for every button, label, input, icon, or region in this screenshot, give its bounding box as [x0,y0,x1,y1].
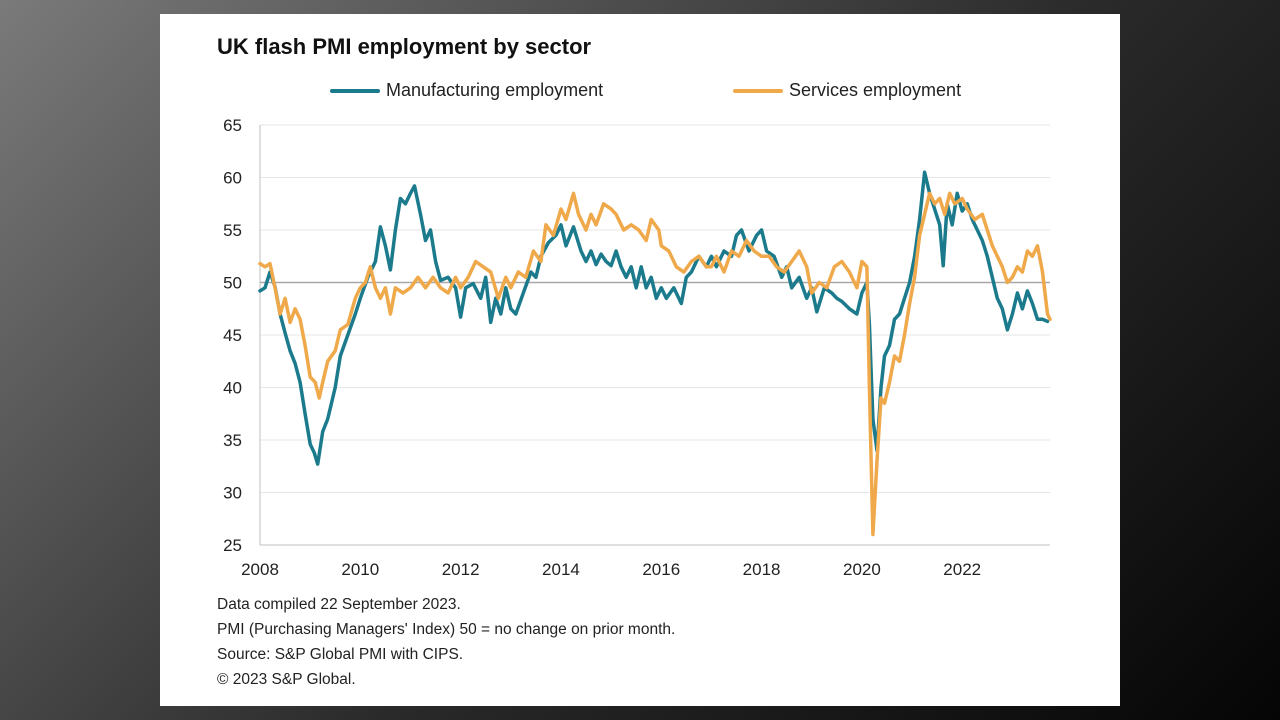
legend-item-services: Services employment [733,80,961,101]
x-tick-label: 2018 [743,560,781,579]
y-tick-label: 60 [223,169,242,188]
y-tick-label: 55 [223,221,242,240]
y-tick-label: 30 [223,484,242,503]
x-tick-label: 2010 [341,560,379,579]
x-tick-label: 2008 [241,560,279,579]
legend-item-manufacturing: Manufacturing employment [330,80,603,101]
x-tick-label: 2014 [542,560,580,579]
chart-title: UK flash PMI employment by sector [217,34,592,59]
x-tick-label: 2022 [943,560,981,579]
x-tick-label: 2012 [442,560,480,579]
legend-label-manufacturing: Manufacturing employment [386,80,604,100]
line-chart: 25 30 35 40 45 50 55 60 65 2008 2010 2012 2014 2016 20… [223,116,1052,579]
chart-card: UK flash PMI employment by sector Manufa… [160,14,1120,706]
legend-label-services: Services employment [789,80,962,100]
chart-legend: Manufacturing employment Services employ… [330,80,1030,104]
y-tick-label: 65 [223,116,242,135]
note-data-compiled: Data compiled 22 September 2023. [217,596,461,613]
legend-swatch-services [733,88,783,93]
legend-swatch-manufacturing [330,88,380,93]
y-tick-label: 40 [223,379,242,398]
y-tick-label: 25 [223,536,242,555]
note-pmi-definition: PMI (Purchasing Managers' Index) 50 = no… [217,621,676,638]
series-line-services [258,191,1052,537]
note-source: Source: S&P Global PMI with CIPS. [217,646,464,663]
series-line-manufacturing [258,170,1050,466]
x-tick-label: 2016 [642,560,680,579]
chart-notes: Data compiled 22 September 2023. PMI (Pu… [217,592,675,692]
x-tick-label: 2020 [843,560,881,579]
y-tick-label: 45 [223,326,242,345]
y-tick-label: 50 [223,274,242,293]
note-copyright: © 2023 S&P Global. [217,671,356,688]
y-tick-label: 35 [223,431,242,450]
